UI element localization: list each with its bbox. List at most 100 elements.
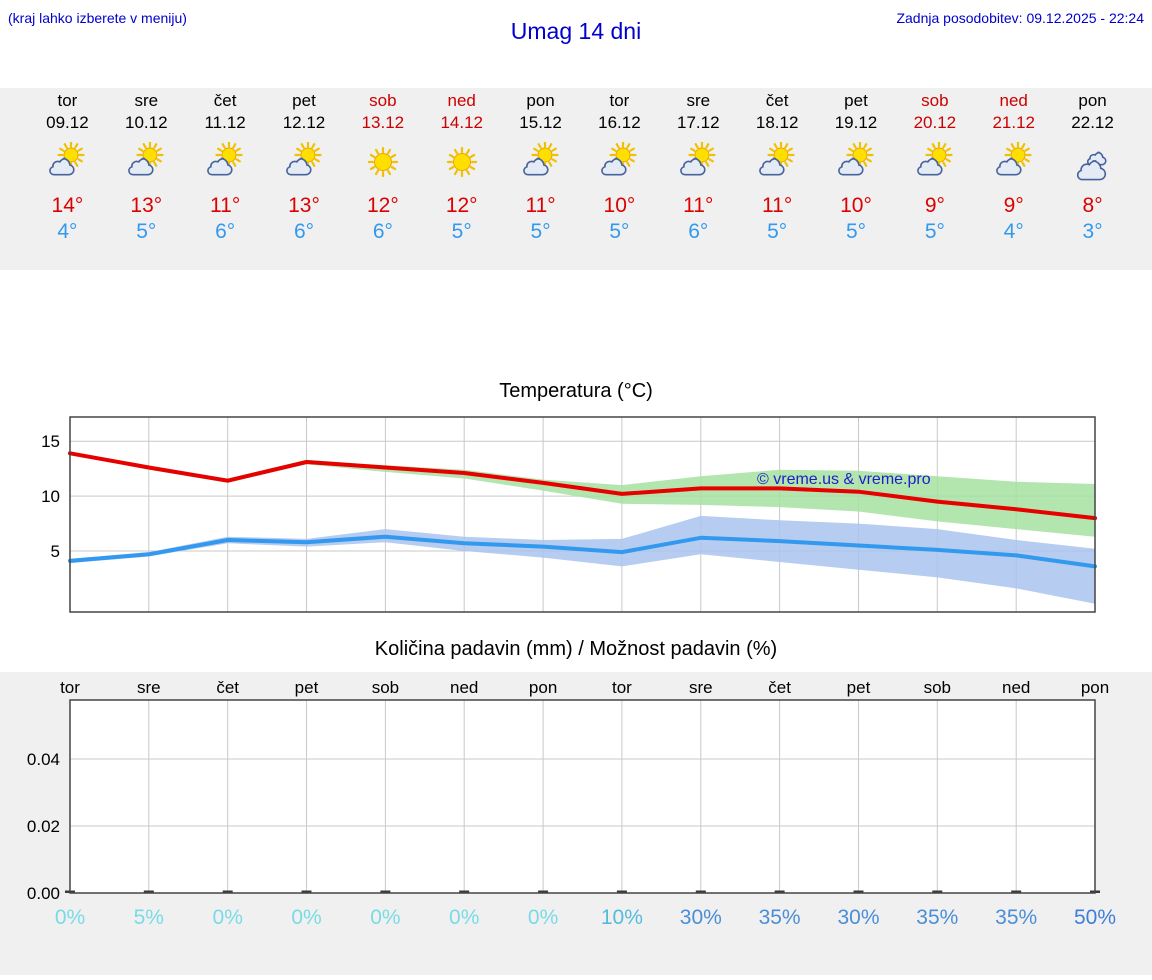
day-name: sob	[921, 91, 949, 110]
min-temp: 6°	[293, 220, 315, 243]
day-name: pet	[844, 91, 868, 110]
day-name: čet	[765, 91, 789, 110]
svg-text:čet: čet	[768, 678, 791, 697]
forecast-day: sob 20.12 9° 5°	[895, 88, 974, 270]
svg-text:pet: pet	[847, 678, 871, 697]
svg-text:ned: ned	[450, 678, 478, 697]
day-date: 10.12	[125, 113, 168, 132]
day-name: ned	[999, 91, 1028, 110]
min-temp: 5°	[845, 220, 867, 243]
svg-text:0%: 0%	[291, 906, 321, 929]
svg-text:tor: tor	[612, 678, 632, 697]
day-date: 20.12	[913, 113, 957, 132]
svg-text:0%: 0%	[370, 906, 400, 929]
day-date: 22.12	[1071, 113, 1114, 132]
max-temp: 8°	[1082, 194, 1103, 217]
svg-text:sre: sre	[689, 678, 713, 697]
temperature-chart-title: Temperatura (°C)	[499, 380, 653, 402]
svg-text:© vreme.us & vreme.pro: © vreme.us & vreme.pro	[757, 471, 931, 488]
day-name: pon	[526, 91, 555, 110]
day-date: 09.12	[46, 113, 89, 132]
svg-text:35%: 35%	[916, 906, 958, 929]
min-temp: 5°	[609, 220, 630, 243]
max-temp: 11°	[683, 194, 714, 217]
max-temp: 12°	[445, 194, 478, 217]
day-name: sob	[369, 91, 397, 110]
weather-partly-icon	[265, 141, 344, 182]
day-date: 12.12	[282, 113, 326, 132]
forecast-day: tor 16.12 10° 5°	[580, 88, 659, 270]
max-temp: 14°	[51, 194, 84, 217]
forecast-day: tor 09.12 14° 4°	[28, 88, 107, 270]
day-date: 13.12	[361, 113, 405, 132]
max-temp: 11°	[525, 194, 556, 217]
min-temp: 5°	[530, 220, 551, 243]
weather-partly-icon	[186, 141, 265, 182]
forecast-day: ned 21.12 9° 4°	[974, 88, 1053, 270]
svg-text:sob: sob	[372, 678, 399, 697]
svg-text:30%: 30%	[837, 906, 879, 929]
svg-text:0%: 0%	[528, 906, 558, 929]
max-temp: 9°	[924, 194, 945, 217]
forecast-day: ned 14.12 12° 5°	[422, 88, 501, 270]
weather-sunny-icon	[422, 142, 501, 182]
min-temp: 5°	[136, 220, 157, 243]
location-menu-note: (kraj lahko izberete v meniju)	[8, 10, 187, 26]
day-name: pon	[1078, 91, 1107, 110]
svg-text:0.02: 0.02	[27, 817, 60, 836]
min-temp: 3°	[1082, 220, 1103, 243]
svg-text:ned: ned	[1002, 678, 1030, 697]
min-temp: 5°	[767, 220, 788, 243]
svg-text:10: 10	[41, 487, 60, 506]
day-name: tor	[57, 91, 78, 110]
forecast-strip: tor 09.12 14° 4° sre 10.12 13° 5° čet 11.12 11° 6° p…	[28, 88, 1132, 270]
max-temp: 13°	[130, 194, 163, 217]
day-date: 17.12	[677, 113, 720, 132]
forecast-day: čet 11.12 11° 6°	[186, 88, 265, 270]
day-name: sre	[134, 91, 159, 110]
forecast-day: čet 18.12 11° 5°	[738, 88, 817, 270]
max-temp: 12°	[366, 194, 399, 217]
forecast-strip-background: tor 09.12 14° 4° sre 10.12 13° 5° čet 11.12 11° 6° p…	[0, 88, 1152, 270]
svg-text:sre: sre	[137, 678, 161, 697]
svg-text:5%: 5%	[134, 906, 164, 929]
svg-text:35%: 35%	[759, 906, 801, 929]
forecast-day: pon 22.12 8° 3°	[1053, 88, 1132, 270]
svg-text:pon: pon	[1081, 678, 1109, 697]
svg-text:0%: 0%	[449, 906, 479, 929]
weather-partly-icon	[659, 141, 738, 182]
svg-text:50%: 50%	[1074, 906, 1116, 929]
svg-text:0%: 0%	[55, 906, 85, 929]
svg-text:0.04: 0.04	[27, 750, 60, 769]
svg-text:pet: pet	[295, 678, 319, 697]
weather-cloudy-icon	[1053, 142, 1132, 182]
svg-text:15: 15	[41, 432, 60, 451]
forecast-day: sre 10.12 13° 5°	[107, 88, 186, 270]
last-updated-text: Zadnja posodobitev: 09.12.2025 - 22:24	[896, 10, 1144, 26]
day-name: sre	[686, 91, 711, 110]
weather-partly-icon	[738, 141, 817, 182]
svg-text:35%: 35%	[995, 906, 1037, 929]
precipitation-section-background: tor sre čet pet sob ned pon tor sre čet pet sob ned p…	[0, 672, 1152, 975]
page-title: Umag 14 dni	[510, 18, 642, 44]
min-temp: 5°	[924, 220, 945, 243]
min-temp: 6°	[688, 220, 709, 243]
min-temp: 6°	[372, 220, 393, 243]
svg-text:30%: 30%	[680, 906, 722, 929]
day-name: tor	[609, 91, 630, 110]
svg-text:0.00: 0.00	[27, 884, 60, 903]
forecast-day: pon 15.12 11° 5°	[501, 88, 580, 270]
forecast-day: pet 19.12 10° 5°	[817, 88, 896, 270]
temperature-chart: 5 10 15 © vreme.us & vreme.pro	[0, 407, 1152, 622]
forecast-day: sob 13.12 12° 6°	[343, 88, 422, 270]
min-temp: 4°	[57, 220, 78, 243]
forecast-day: sre 17.12 11° 6°	[659, 88, 738, 270]
max-temp: 10°	[840, 194, 872, 217]
precip-chart: tor sre čet pet sob ned pon tor sre čet pet sob ned p…	[0, 672, 1152, 975]
max-temp: 11°	[210, 194, 241, 217]
svg-text:5: 5	[51, 542, 60, 561]
svg-text:tor: tor	[60, 678, 80, 697]
weather-partly-icon	[580, 141, 659, 182]
day-date: 11.12	[204, 113, 246, 132]
min-temp: 5°	[451, 220, 472, 243]
